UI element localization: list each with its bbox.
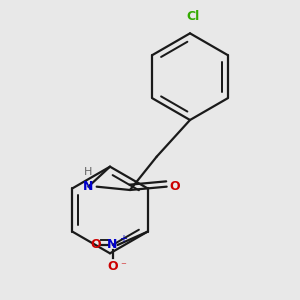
Text: +: + (119, 234, 128, 244)
Text: O: O (170, 180, 180, 193)
Text: O: O (91, 238, 101, 251)
Text: N: N (107, 238, 118, 251)
Text: ⁻: ⁻ (121, 262, 127, 272)
Text: O: O (107, 260, 118, 273)
Text: Cl: Cl (187, 10, 200, 23)
Text: N: N (83, 180, 94, 193)
Text: H: H (84, 167, 92, 177)
